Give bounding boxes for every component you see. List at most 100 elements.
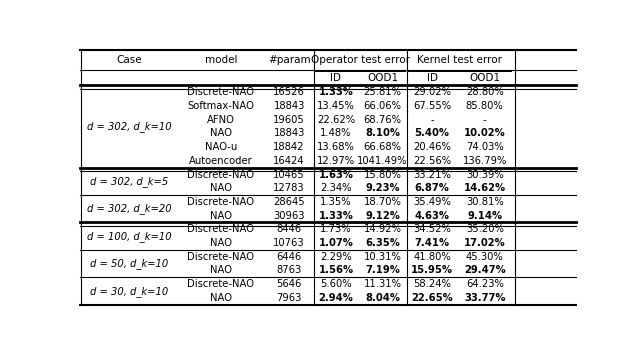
Text: 66.68%: 66.68% (364, 142, 401, 152)
Text: Discrete-NAO: Discrete-NAO (188, 224, 254, 234)
Text: 34.52%: 34.52% (413, 224, 451, 234)
Text: d = 100, d_k=10: d = 100, d_k=10 (87, 231, 172, 241)
Text: d = 302, d_k=20: d = 302, d_k=20 (87, 203, 172, 214)
Text: d = 302, d_k=5: d = 302, d_k=5 (90, 176, 168, 187)
Text: 15.80%: 15.80% (364, 169, 401, 180)
Text: Operator test error: Operator test error (311, 55, 410, 65)
Text: 5.60%: 5.60% (320, 279, 352, 289)
Text: NAO: NAO (210, 266, 232, 275)
Text: -: - (430, 115, 434, 125)
Text: #param: #param (268, 55, 310, 65)
Text: NAO: NAO (210, 183, 232, 193)
Text: 18843: 18843 (273, 101, 305, 111)
Text: 30963: 30963 (273, 211, 305, 220)
Text: -: - (483, 115, 486, 125)
Text: 25.81%: 25.81% (364, 87, 401, 97)
Text: 12.97%: 12.97% (317, 156, 355, 166)
Text: 5646: 5646 (276, 279, 301, 289)
Text: 1041.49%: 1041.49% (357, 156, 408, 166)
Text: 10.02%: 10.02% (464, 128, 506, 138)
Text: 74.03%: 74.03% (466, 142, 504, 152)
Text: 68.76%: 68.76% (364, 115, 401, 125)
Text: 20.46%: 20.46% (413, 142, 451, 152)
Text: 67.55%: 67.55% (413, 101, 451, 111)
Text: model: model (205, 55, 237, 65)
Text: 22.56%: 22.56% (413, 156, 451, 166)
Text: NAO: NAO (210, 211, 232, 220)
Text: 1.33%: 1.33% (319, 211, 353, 220)
Text: 8446: 8446 (276, 224, 301, 234)
Text: 85.80%: 85.80% (466, 101, 504, 111)
Text: 11.31%: 11.31% (364, 279, 401, 289)
Text: OOD1: OOD1 (367, 72, 398, 83)
Text: 9.23%: 9.23% (365, 183, 400, 193)
Text: 58.24%: 58.24% (413, 279, 451, 289)
Text: NAO: NAO (210, 293, 232, 303)
Text: 4.63%: 4.63% (415, 211, 450, 220)
Text: 7.19%: 7.19% (365, 266, 400, 275)
Text: 9.14%: 9.14% (467, 211, 502, 220)
Text: 6.35%: 6.35% (365, 238, 400, 248)
Text: 9.12%: 9.12% (365, 211, 400, 220)
Text: 5.40%: 5.40% (415, 128, 450, 138)
Text: 8.04%: 8.04% (365, 293, 400, 303)
Text: 17.02%: 17.02% (464, 238, 506, 248)
Text: d = 302, d_k=10: d = 302, d_k=10 (87, 121, 172, 132)
Text: 22.62%: 22.62% (317, 115, 355, 125)
Text: Discrete-NAO: Discrete-NAO (188, 252, 254, 262)
Text: 30.81%: 30.81% (466, 197, 504, 207)
Text: 10763: 10763 (273, 238, 305, 248)
Text: 10.31%: 10.31% (364, 252, 401, 262)
Text: 18843: 18843 (273, 128, 305, 138)
Text: ID: ID (330, 72, 341, 83)
Text: 41.80%: 41.80% (413, 252, 451, 262)
Text: 18.70%: 18.70% (364, 197, 401, 207)
Text: 13.68%: 13.68% (317, 142, 355, 152)
Text: 33.21%: 33.21% (413, 169, 451, 180)
Text: 29.02%: 29.02% (413, 87, 451, 97)
Text: 12783: 12783 (273, 183, 305, 193)
Text: NAO: NAO (210, 238, 232, 248)
Text: 7.41%: 7.41% (415, 238, 450, 248)
Text: 8763: 8763 (276, 266, 301, 275)
Text: Kernel test error: Kernel test error (417, 55, 502, 65)
Text: 22.65%: 22.65% (412, 293, 453, 303)
Text: 1.33%: 1.33% (319, 87, 353, 97)
Text: 1.63%: 1.63% (319, 169, 353, 180)
Text: 2.94%: 2.94% (319, 293, 353, 303)
Text: Discrete-NAO: Discrete-NAO (188, 197, 254, 207)
Text: 1.07%: 1.07% (319, 238, 353, 248)
Text: 1.56%: 1.56% (318, 266, 353, 275)
Text: AFNO: AFNO (207, 115, 235, 125)
Text: 45.30%: 45.30% (466, 252, 504, 262)
Text: Case: Case (116, 55, 142, 65)
Text: 28645: 28645 (273, 197, 305, 207)
Text: 66.06%: 66.06% (364, 101, 401, 111)
Text: OOD1: OOD1 (469, 72, 500, 83)
Text: Softmax-NAO: Softmax-NAO (188, 101, 254, 111)
Text: NAO-u: NAO-u (205, 142, 237, 152)
Text: 28.80%: 28.80% (466, 87, 504, 97)
Text: 33.77%: 33.77% (464, 293, 506, 303)
Text: 7963: 7963 (276, 293, 301, 303)
Text: 136.79%: 136.79% (463, 156, 507, 166)
Text: 30.39%: 30.39% (466, 169, 504, 180)
Text: 1.73%: 1.73% (320, 224, 352, 234)
Text: 18842: 18842 (273, 142, 305, 152)
Text: 14.62%: 14.62% (463, 183, 506, 193)
Text: 16526: 16526 (273, 87, 305, 97)
Text: 14.92%: 14.92% (364, 224, 401, 234)
Text: 19605: 19605 (273, 115, 305, 125)
Text: 1.48%: 1.48% (320, 128, 352, 138)
Text: Discrete-NAO: Discrete-NAO (188, 87, 254, 97)
Text: 1.35%: 1.35% (320, 197, 352, 207)
Text: 2.34%: 2.34% (320, 183, 352, 193)
Text: 8.10%: 8.10% (365, 128, 400, 138)
Text: 13.45%: 13.45% (317, 101, 355, 111)
Text: d = 30, d_k=10: d = 30, d_k=10 (90, 286, 168, 296)
Text: ID: ID (427, 72, 438, 83)
Text: 35.49%: 35.49% (413, 197, 451, 207)
Text: NAO: NAO (210, 128, 232, 138)
Text: Discrete-NAO: Discrete-NAO (188, 169, 254, 180)
Text: 2.29%: 2.29% (320, 252, 352, 262)
